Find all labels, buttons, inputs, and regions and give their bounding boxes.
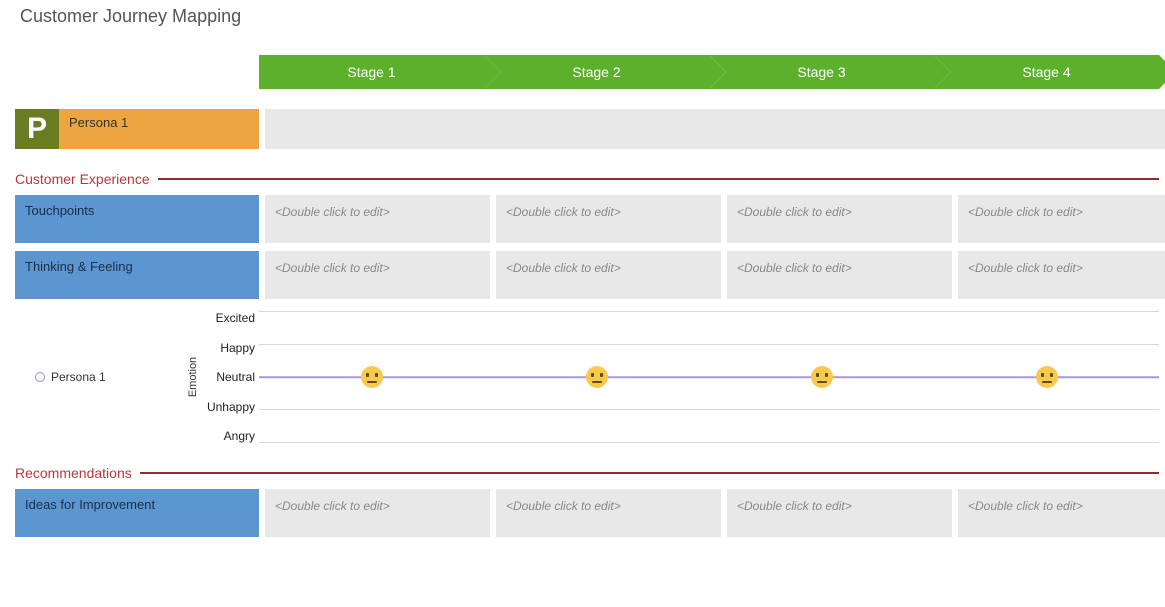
row-label-touchpoints: Touchpoints bbox=[15, 195, 259, 243]
stage-label: Stage 1 bbox=[347, 64, 395, 80]
emotion-level: Happy bbox=[207, 341, 255, 355]
touchpoints-cell[interactable]: <Double click to edit> bbox=[958, 195, 1165, 243]
legend-label: Persona 1 bbox=[51, 370, 106, 384]
persona-stage-cell[interactable] bbox=[265, 109, 1165, 149]
emotion-level: Angry bbox=[207, 429, 255, 443]
ideas-cell[interactable]: <Double click to edit> bbox=[496, 489, 721, 537]
stage-label: Stage 4 bbox=[1022, 64, 1070, 80]
persona-block[interactable]: P Persona 1 bbox=[15, 109, 259, 149]
stage-arrow[interactable]: Stage 3 bbox=[709, 55, 934, 89]
ideas-cell[interactable]: <Double click to edit> bbox=[958, 489, 1165, 537]
section-header-recommendations: Recommendations bbox=[0, 465, 1165, 481]
ideas-row: Ideas for Improvement <Double click to e… bbox=[0, 489, 1165, 537]
thinking-cell[interactable]: <Double click to edit> bbox=[496, 251, 721, 299]
touchpoints-row: Touchpoints <Double click to edit> <Doub… bbox=[0, 195, 1165, 243]
emotion-level-labels: Excited Happy Neutral Unhappy Angry bbox=[207, 311, 255, 443]
section-rule bbox=[158, 178, 1159, 180]
persona-label: Persona 1 bbox=[59, 109, 259, 149]
section-title: Recommendations bbox=[15, 465, 132, 481]
row-label-ideas: Ideas for Improvement bbox=[15, 489, 259, 537]
touchpoints-cell[interactable]: <Double click to edit> bbox=[727, 195, 952, 243]
section-title: Customer Experience bbox=[15, 171, 150, 187]
thinking-row: Thinking & Feeling <Double click to edit… bbox=[0, 251, 1165, 299]
emotion-chart-area[interactable] bbox=[259, 311, 1159, 443]
page-title: Customer Journey Mapping bbox=[0, 0, 1165, 47]
ideas-cell[interactable]: <Double click to edit> bbox=[727, 489, 952, 537]
ideas-cell[interactable]: <Double click to edit> bbox=[265, 489, 490, 537]
emotion-level: Excited bbox=[207, 311, 255, 325]
emotion-point-icon[interactable] bbox=[811, 366, 833, 388]
thinking-cell[interactable]: <Double click to edit> bbox=[265, 251, 490, 299]
stage-arrow[interactable]: Stage 2 bbox=[484, 55, 709, 89]
emotion-axis-label: Emotion bbox=[187, 357, 199, 397]
emotion-chart: Persona 1 Emotion Excited Happy Neutral … bbox=[0, 311, 1165, 443]
stage-label: Stage 3 bbox=[797, 64, 845, 80]
emotion-legend: Persona 1 bbox=[35, 370, 106, 384]
touchpoints-cell[interactable]: <Double click to edit> bbox=[265, 195, 490, 243]
thinking-cell[interactable]: <Double click to edit> bbox=[958, 251, 1165, 299]
emotion-point-icon[interactable] bbox=[586, 366, 608, 388]
emotion-point-icon[interactable] bbox=[1036, 366, 1058, 388]
emotion-level: Unhappy bbox=[207, 400, 255, 414]
section-rule bbox=[140, 472, 1159, 474]
section-header-experience: Customer Experience bbox=[0, 171, 1165, 187]
emotion-series-line bbox=[259, 376, 1159, 378]
persona-icon: P bbox=[15, 109, 59, 149]
stage-label: Stage 2 bbox=[572, 64, 620, 80]
emotion-level: Neutral bbox=[207, 370, 255, 384]
legend-marker-icon bbox=[35, 372, 45, 382]
stages-row: Stage 1 Stage 2 Stage 3 Stage 4 bbox=[0, 55, 1165, 89]
touchpoints-cell[interactable]: <Double click to edit> bbox=[496, 195, 721, 243]
persona-row: P Persona 1 bbox=[0, 109, 1165, 149]
emotion-point-icon[interactable] bbox=[361, 366, 383, 388]
stage-arrow[interactable]: Stage 1 bbox=[259, 55, 484, 89]
row-label-thinking: Thinking & Feeling bbox=[15, 251, 259, 299]
stage-arrow[interactable]: Stage 4 bbox=[934, 55, 1159, 89]
thinking-cell[interactable]: <Double click to edit> bbox=[727, 251, 952, 299]
